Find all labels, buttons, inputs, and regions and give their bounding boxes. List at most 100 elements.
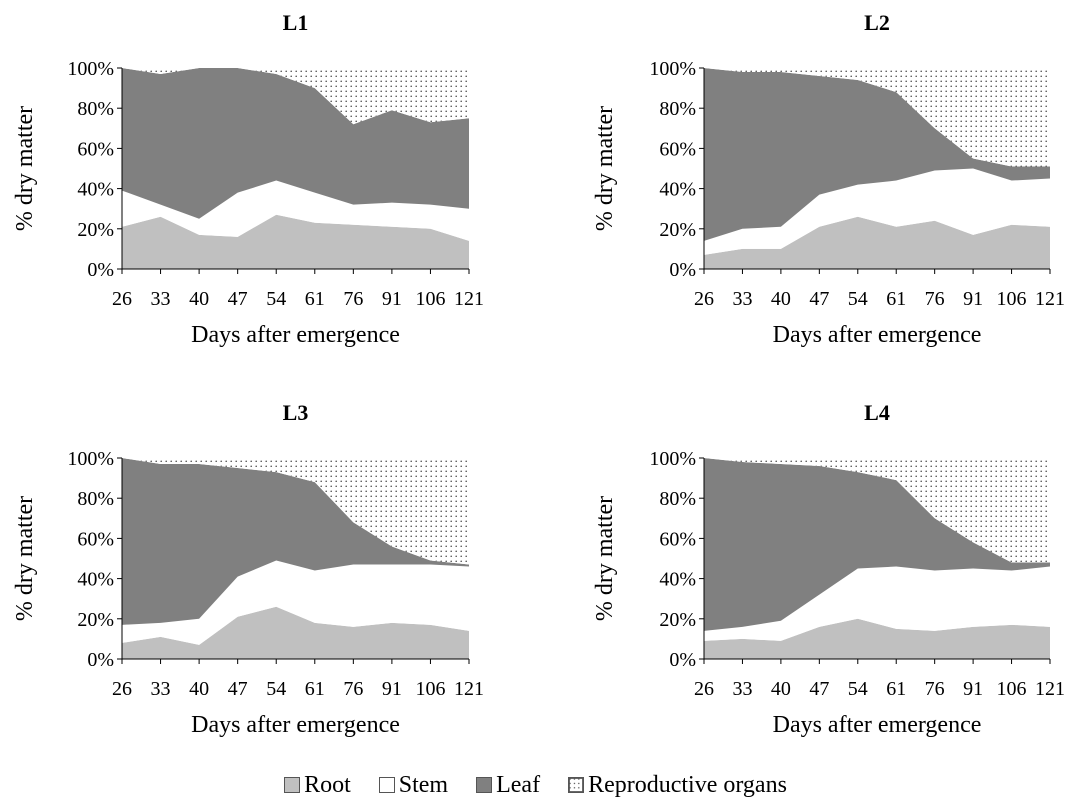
y-axis-label: % dry matter — [592, 496, 618, 621]
chart-panel-4: 0% 20% 40% 60% 80% 100% 26 33 40 47 54 61 76 91 106 121… — [592, 400, 1065, 738]
y-tick-label: 0% — [669, 649, 696, 671]
legend-item-root: Root — [284, 770, 351, 800]
x-tick-label: 106 — [997, 678, 1027, 700]
x-tick-label: 33 — [151, 678, 171, 700]
area-leaf-series — [704, 68, 1050, 241]
area-stem-series — [122, 560, 469, 645]
y-tick-label: 80% — [659, 488, 696, 510]
chart-title: L3 — [283, 400, 309, 425]
y-tick-label: 0% — [669, 259, 696, 281]
y-tick-label: 80% — [77, 98, 114, 120]
chart-panel-1: 0% 20% 40% 60% 80% 100% 26 33 40 47 54 61 76 91 106 121… — [12, 10, 484, 348]
legend-label-root: Root — [304, 772, 351, 798]
y-tick-label: 20% — [77, 219, 114, 241]
y-tick-label: 20% — [659, 219, 696, 241]
x-tick-label: 26 — [694, 288, 714, 310]
x-axis-label: Days after emergence — [773, 322, 982, 348]
chart-title: L4 — [864, 400, 890, 425]
x-tick-label: 33 — [732, 288, 752, 310]
legend-item-stem: Stem — [378, 770, 449, 800]
area-reproductive-series — [704, 458, 1050, 563]
x-tick-label: 40 — [771, 678, 791, 700]
x-tick-label: 40 — [189, 288, 209, 310]
x-tick-label: 33 — [151, 288, 171, 310]
x-tick-label: 61 — [886, 288, 906, 310]
legend-item-reproductive: Reproductive organs — [568, 770, 787, 800]
area-reproductive-series — [122, 458, 469, 565]
area-leaf-series — [122, 458, 469, 625]
legend-swatch-leaf — [476, 777, 493, 793]
area-root-series — [122, 214, 469, 269]
x-tick-label: 47 — [809, 678, 829, 700]
legend-swatch-root — [284, 777, 301, 793]
y-tick-label: 60% — [77, 528, 114, 550]
y-axis-label: % dry matter — [12, 106, 38, 231]
area-root-series — [704, 618, 1050, 659]
y-tick-label: 0% — [87, 649, 114, 671]
x-tick-label: 121 — [1035, 678, 1065, 700]
x-tick-label: 76 — [343, 678, 363, 700]
area-reproductive-series — [704, 68, 1050, 167]
x-tick-label: 121 — [454, 288, 484, 310]
x-tick-label: 40 — [771, 288, 791, 310]
x-tick-label: 26 — [112, 678, 132, 700]
chart-panel-3: 0% 20% 40% 60% 80% 100% 26 33 40 47 54 61 76 91 106 121… — [12, 400, 484, 738]
y-tick-label: 20% — [77, 609, 114, 631]
x-tick-label: 54 — [848, 678, 868, 700]
legend-label-leaf: Leaf — [496, 772, 541, 798]
y-tick-label: 60% — [659, 528, 696, 550]
area-stem-series — [704, 168, 1050, 255]
area-stem-series — [704, 566, 1050, 641]
x-tick-label: 121 — [1035, 288, 1065, 310]
area-reproductive-series — [122, 68, 469, 125]
y-tick-label: 100% — [649, 448, 696, 470]
x-tick-label: 26 — [112, 288, 132, 310]
area-stem-series — [122, 180, 469, 241]
x-tick-label: 61 — [305, 678, 325, 700]
y-tick-label: 60% — [659, 138, 696, 160]
y-tick-label: 40% — [659, 179, 696, 201]
y-tick-label: 100% — [649, 58, 696, 80]
x-tick-label: 47 — [228, 678, 248, 700]
area-leaf-series — [122, 68, 469, 219]
x-tick-label: 47 — [228, 288, 248, 310]
y-tick-label: 40% — [77, 179, 114, 201]
x-tick-label: 47 — [809, 288, 829, 310]
y-tick-label: 80% — [659, 98, 696, 120]
x-tick-label: 91 — [382, 678, 402, 700]
x-tick-label: 91 — [963, 678, 983, 700]
area-root-series — [704, 216, 1050, 269]
legend-swatch-reproductive — [568, 777, 585, 793]
area-root-series — [122, 606, 469, 659]
y-tick-label: 20% — [659, 609, 696, 631]
y-axis-label: % dry matter — [12, 496, 38, 621]
legend-label-stem: Stem — [398, 772, 449, 798]
x-tick-label: 106 — [415, 288, 445, 310]
x-tick-label: 61 — [305, 288, 325, 310]
legend-swatch-stem — [378, 777, 395, 793]
x-axis-label: Days after emergence — [191, 322, 400, 348]
x-tick-label: 76 — [925, 678, 945, 700]
y-tick-label: 0% — [87, 259, 114, 281]
x-tick-label: 106 — [997, 288, 1027, 310]
x-tick-label: 76 — [343, 288, 363, 310]
x-tick-label: 121 — [454, 678, 484, 700]
y-tick-label: 60% — [77, 138, 114, 160]
x-tick-label: 54 — [266, 288, 286, 310]
y-tick-label: 40% — [659, 569, 696, 591]
x-tick-label: 40 — [189, 678, 209, 700]
y-tick-label: 100% — [67, 58, 114, 80]
x-tick-label: 106 — [415, 678, 445, 700]
chart-panel-2: 0% 20% 40% 60% 80% 100% 26 33 40 47 54 61 76 91 106 121… — [592, 10, 1065, 348]
x-tick-label: 91 — [382, 288, 402, 310]
legend-item-leaf: Leaf — [476, 770, 540, 800]
x-tick-label: 76 — [925, 288, 945, 310]
area-leaf-series — [704, 458, 1050, 631]
y-tick-label: 80% — [77, 488, 114, 510]
chart-title: L2 — [864, 10, 890, 35]
legend-label-reproductive: Reproductive organs — [588, 772, 787, 798]
x-tick-label: 91 — [963, 288, 983, 310]
chart-legend: Root Stem Leaf Reproductive organs — [0, 770, 1071, 800]
y-axis-label: % dry matter — [592, 106, 618, 231]
